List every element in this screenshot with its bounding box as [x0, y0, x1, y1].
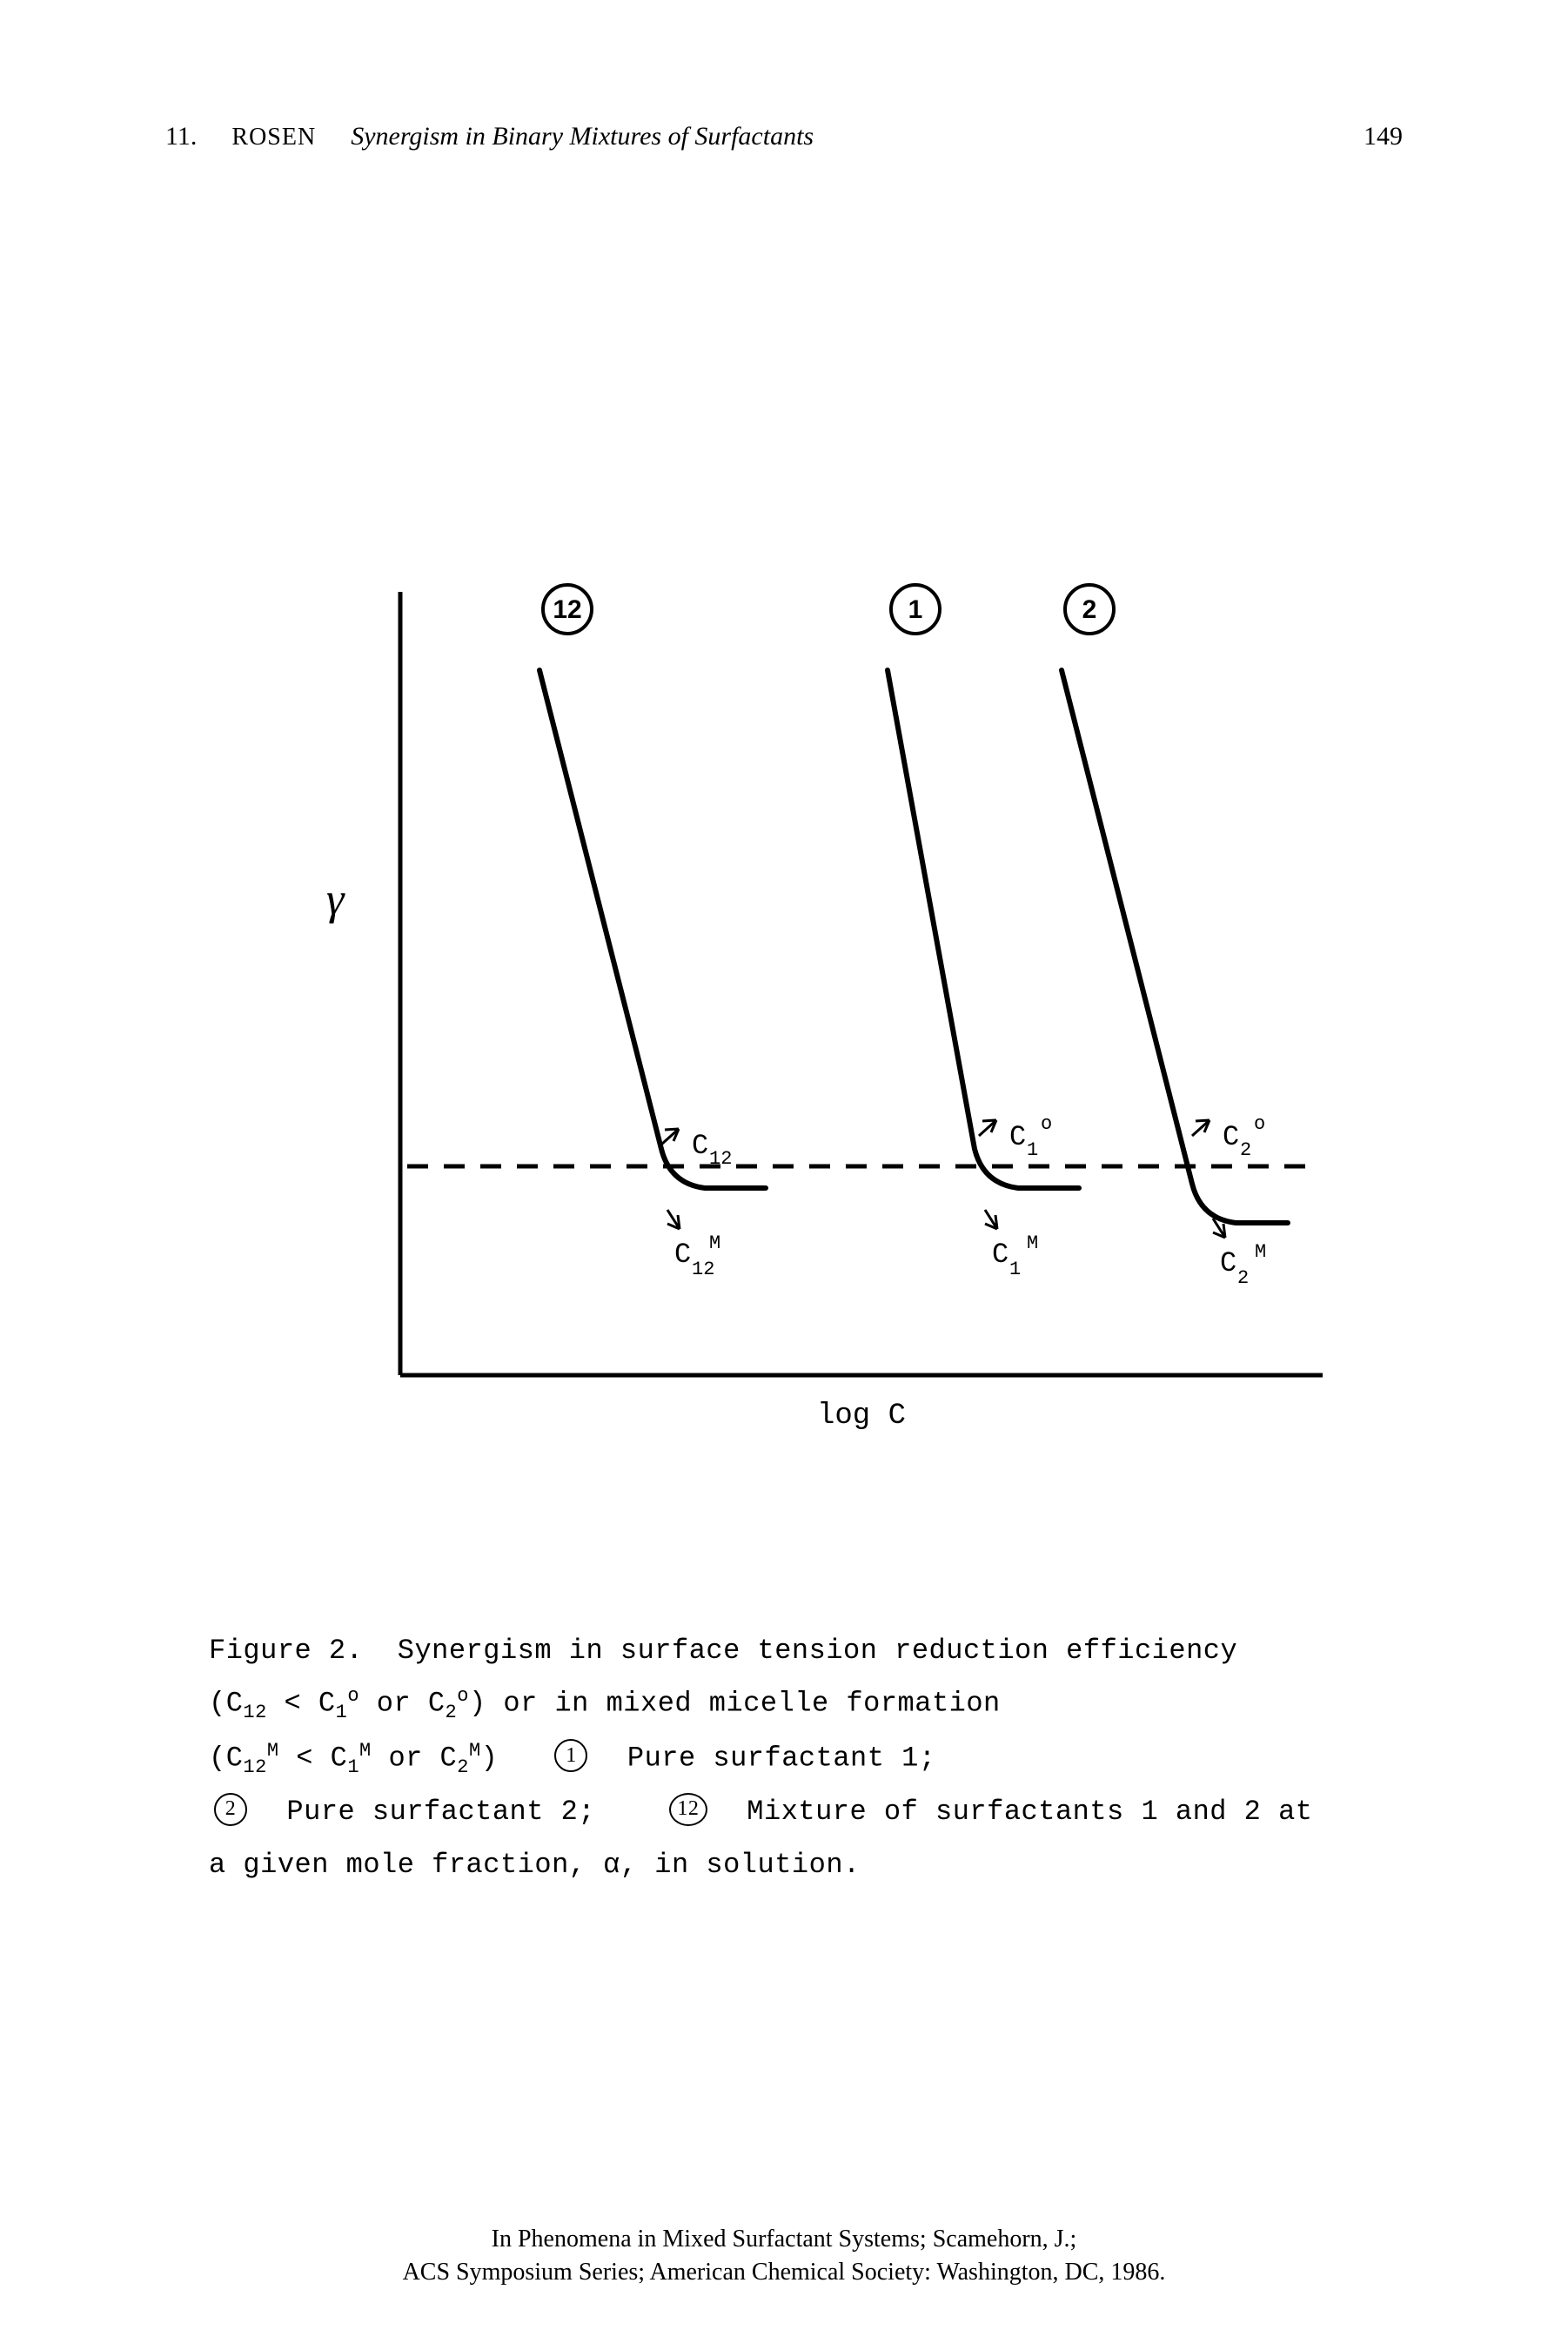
svg-text:M: M	[1027, 1232, 1038, 1254]
axes	[400, 592, 1323, 1375]
svg-text:1: 1	[1009, 1259, 1021, 1280]
svg-text:M: M	[1255, 1241, 1266, 1263]
svg-text:o: o	[1254, 1113, 1265, 1135]
svg-text:C: C	[1220, 1247, 1236, 1279]
svg-text:12: 12	[709, 1148, 732, 1170]
caption-line-5: a given mole fraction, α, in solution.	[209, 1842, 1359, 1889]
chapter-number: 11.	[165, 122, 197, 151]
svg-text:2: 2	[1237, 1267, 1249, 1289]
svg-text:C: C	[1223, 1121, 1239, 1153]
svg-text:M: M	[709, 1232, 720, 1254]
svg-text:C: C	[992, 1239, 1008, 1271]
figure-label: Figure 2.	[209, 1635, 363, 1667]
caption-line-1: Figure 2. Synergism in surface tension r…	[209, 1628, 1359, 1675]
caption-text-1: Synergism in surface tension reduction e…	[398, 1635, 1237, 1667]
svg-text:1: 1	[908, 595, 923, 624]
figure-2: 12C12C12M1C1oC1M2C2oC2M γ log C	[296, 540, 1357, 1484]
svg-text:1: 1	[1027, 1139, 1038, 1161]
svg-text:o: o	[1041, 1113, 1052, 1135]
svg-text:C: C	[1009, 1121, 1026, 1153]
footer-line-2: ACS Symposium Series; American Chemical …	[0, 2256, 1568, 2289]
circled-1-icon: 1	[554, 1739, 587, 1772]
x-axis-label: log C	[817, 1400, 906, 1433]
svg-text:2: 2	[1082, 595, 1097, 624]
page-header: 11. ROSEN Synergism in Binary Mixtures o…	[165, 122, 1403, 151]
page-footer: In Phenomena in Mixed Surfactant Systems…	[0, 2223, 1568, 2289]
header-left: 11. ROSEN Synergism in Binary Mixtures o…	[165, 122, 814, 151]
svg-text:2: 2	[1240, 1139, 1251, 1161]
caption-line-4: 2 Pure surfactant 2; 12 Mixture of surfa…	[209, 1789, 1359, 1836]
author-name: ROSEN	[231, 124, 316, 151]
y-axis-label: γ	[326, 875, 345, 924]
figure-caption: Figure 2. Synergism in surface tension r…	[209, 1628, 1359, 1894]
caption-line-3: (C12M < C1M or C2M) 1 Pure surfactant 1;	[209, 1735, 1359, 1783]
svg-text:C: C	[674, 1239, 691, 1271]
circled-2-icon: 2	[214, 1793, 247, 1826]
page-number: 149	[1364, 122, 1403, 151]
footer-line-1: In Phenomena in Mixed Surfactant Systems…	[0, 2223, 1568, 2256]
legend-item-1: Pure surfactant 1;	[627, 1742, 936, 1774]
legend-item-12: Mixture of surfactants 1 and 2 at	[747, 1796, 1312, 1828]
svg-text:12: 12	[692, 1259, 714, 1280]
chapter-title: Synergism in Binary Mixtures of Surfacta…	[351, 122, 814, 151]
svg-text:12: 12	[553, 595, 581, 624]
curves: 12C12C12M1C1oC1M2C2oC2M	[539, 585, 1288, 1289]
circled-12-icon: 12	[669, 1793, 707, 1826]
legend-item-2: Pure surfactant 2;	[286, 1796, 595, 1828]
caption-line-2: (C12 < C1o or C2o) or in mixed micelle f…	[209, 1680, 1359, 1729]
svg-text:C: C	[692, 1130, 708, 1162]
figure-svg: 12C12C12M1C1oC1M2C2oC2M γ log C	[296, 540, 1357, 1480]
